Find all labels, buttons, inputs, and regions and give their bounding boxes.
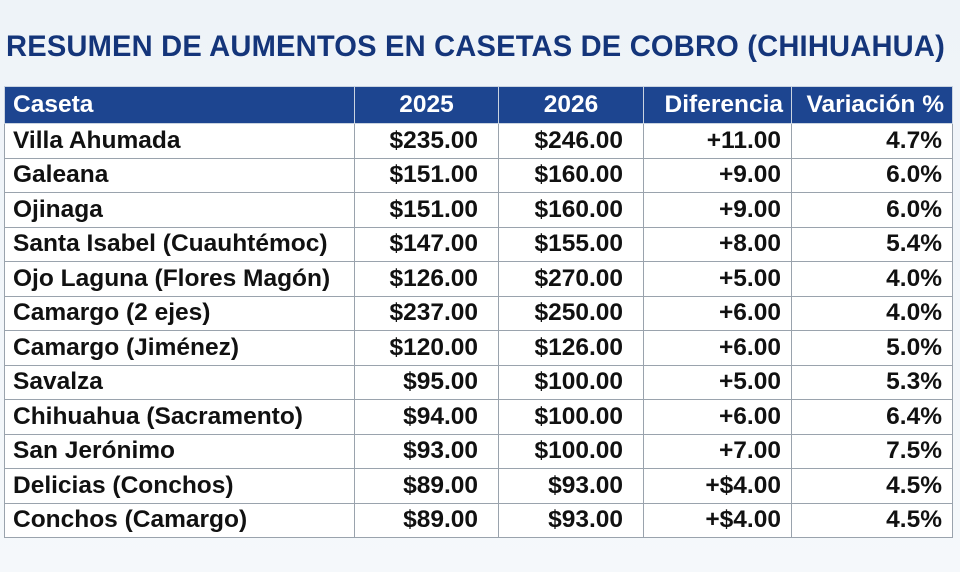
cell-diferencia: +5.00 [643, 364, 792, 400]
cell-variacion: 4.7% [791, 123, 953, 159]
cell-variacion: 6.0% [791, 192, 953, 228]
cell-2026: $126.00 [498, 330, 644, 366]
table-row: Villa Ahumada $235.00 $246.00 +11.00 4.7% [4, 123, 953, 159]
column-header-diferencia: Diferencia [643, 86, 792, 124]
cell-2025: $94.00 [354, 399, 499, 435]
table-row: Delicias (Conchos) $89.00 $93.00 +$4.00 4.5% [4, 468, 953, 504]
cell-2025: $235.00 [354, 123, 499, 159]
toll-increase-table: Caseta 2025 2026 Diferencia Variación % … [4, 86, 953, 538]
cell-diferencia: +8.00 [643, 226, 792, 262]
cell-caseta: Galeana [4, 157, 355, 193]
column-header-2025: 2025 [354, 86, 499, 124]
cell-2026: $250.00 [498, 295, 644, 331]
page-title: RESUMEN DE AUMENTOS EN CASETAS DE COBRO … [6, 30, 945, 63]
cell-caseta: San Jerónimo [4, 433, 355, 469]
cell-variacion: 4.0% [791, 261, 953, 297]
cell-caseta: Savalza [4, 364, 355, 400]
cell-caseta: Santa Isabel (Cuauhtémoc) [4, 226, 355, 262]
cell-2025: $120.00 [354, 330, 499, 366]
cell-variacion: 7.5% [791, 433, 953, 469]
cell-caseta: Chihuahua (Sacramento) [4, 399, 355, 435]
cell-2026: $270.00 [498, 261, 644, 297]
cell-diferencia: +7.00 [643, 433, 792, 469]
cell-2025: $147.00 [354, 226, 499, 262]
column-header-caseta: Caseta [4, 86, 355, 124]
column-header-2026: 2026 [498, 86, 644, 124]
table-row: Ojo Laguna (Flores Magón) $126.00 $270.00 +… [4, 261, 953, 297]
cell-caseta: Camargo (2 ejes) [4, 295, 355, 331]
cell-diferencia: +$4.00 [643, 502, 792, 538]
cell-diferencia: +6.00 [643, 330, 792, 366]
cell-2025: $95.00 [354, 364, 499, 400]
cell-variacion: 5.0% [791, 330, 953, 366]
cell-2026: $93.00 [498, 502, 644, 538]
cell-2025: $93.00 [354, 433, 499, 469]
table-row: Savalza $95.00 $100.00 +5.00 5.3% [4, 364, 953, 400]
cell-variacion: 6.0% [791, 157, 953, 193]
cell-2025: $126.00 [354, 261, 499, 297]
cell-2026: $160.00 [498, 192, 644, 228]
cell-diferencia: +6.00 [643, 295, 792, 331]
cell-variacion: 5.4% [791, 226, 953, 262]
cell-diferencia: +9.00 [643, 157, 792, 193]
cell-caseta: Delicias (Conchos) [4, 468, 355, 504]
cell-caseta: Villa Ahumada [4, 123, 355, 159]
cell-diferencia: +$4.00 [643, 468, 792, 504]
table-row: Camargo (Jiménez) $120.00 $126.00 +6.00 5.0% [4, 330, 953, 366]
table-row: Galeana $151.00 $160.00 +9.00 6.0% [4, 157, 953, 193]
cell-caseta: Camargo (Jiménez) [4, 330, 355, 366]
cell-caseta: Ojo Laguna (Flores Magón) [4, 261, 355, 297]
column-header-variacion: Variación % [791, 86, 953, 124]
cell-variacion: 5.3% [791, 364, 953, 400]
table-row: Ojinaga $151.00 $160.00 +9.00 6.0% [4, 192, 953, 228]
cell-2026: $155.00 [498, 226, 644, 262]
cell-2026: $100.00 [498, 364, 644, 400]
cell-2026: $246.00 [498, 123, 644, 159]
cell-variacion: 6.4% [791, 399, 953, 435]
table-row: Santa Isabel (Cuauhtémoc) $147.00 $155.00 +… [4, 226, 953, 262]
table-row: Camargo (2 ejes) $237.00 $250.00 +6.00 4.0% [4, 295, 953, 331]
cell-diferencia: +11.00 [643, 123, 792, 159]
cell-variacion: 4.5% [791, 468, 953, 504]
cell-caseta: Conchos (Camargo) [4, 502, 355, 538]
cell-diferencia: +5.00 [643, 261, 792, 297]
cell-diferencia: +6.00 [643, 399, 792, 435]
cell-2026: $100.00 [498, 399, 644, 435]
cell-2026: $160.00 [498, 157, 644, 193]
cell-2025: $89.00 [354, 502, 499, 538]
cell-variacion: 4.5% [791, 502, 953, 538]
cell-2025: $237.00 [354, 295, 499, 331]
table-row: Conchos (Camargo) $89.00 $93.00 +$4.00 4.5% [4, 502, 953, 538]
cell-caseta: Ojinaga [4, 192, 355, 228]
table-header-row: Caseta 2025 2026 Diferencia Variación % [4, 86, 953, 124]
cell-2025: $151.00 [354, 192, 499, 228]
cell-variacion: 4.0% [791, 295, 953, 331]
cell-2025: $89.00 [354, 468, 499, 504]
cell-diferencia: +9.00 [643, 192, 792, 228]
table-row: Chihuahua (Sacramento) $94.00 $100.00 +6.00… [4, 399, 953, 435]
cell-2025: $151.00 [354, 157, 499, 193]
table-row: San Jerónimo $93.00 $100.00 +7.00 7.5% [4, 433, 953, 469]
cell-2026: $100.00 [498, 433, 644, 469]
cell-2026: $93.00 [498, 468, 644, 504]
table-body: Villa Ahumada $235.00 $246.00 +11.00 4.7% Gal… [4, 123, 953, 538]
